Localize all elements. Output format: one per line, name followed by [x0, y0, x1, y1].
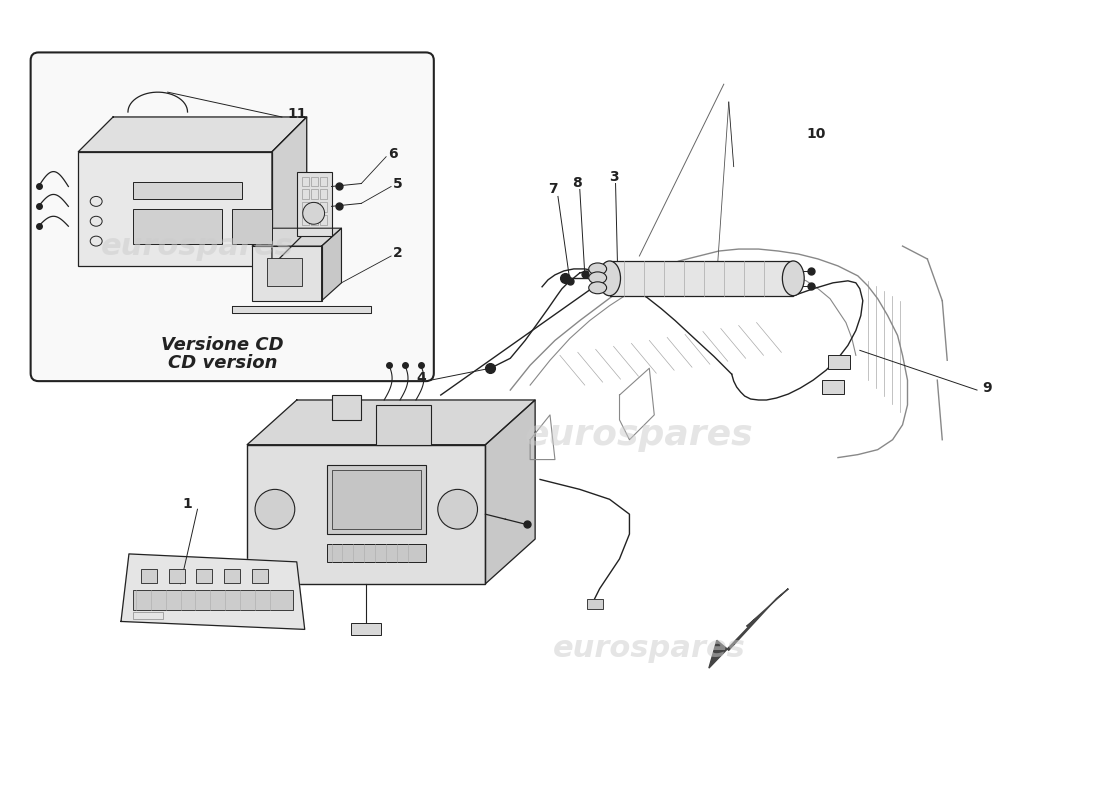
Bar — [376, 405, 431, 445]
Bar — [331, 395, 361, 420]
Bar — [609, 261, 793, 296]
Ellipse shape — [588, 272, 606, 284]
Polygon shape — [248, 400, 535, 445]
Polygon shape — [485, 400, 535, 584]
Bar — [224, 569, 240, 582]
Ellipse shape — [782, 261, 804, 296]
Bar — [320, 202, 327, 212]
Bar — [133, 210, 222, 244]
Text: 4: 4 — [416, 371, 426, 385]
Text: 11: 11 — [287, 107, 307, 121]
Text: 9: 9 — [982, 381, 992, 395]
Bar — [248, 445, 485, 584]
Polygon shape — [78, 117, 307, 152]
Text: 7: 7 — [548, 182, 558, 197]
Text: 6: 6 — [388, 146, 398, 161]
Bar — [301, 190, 309, 199]
Ellipse shape — [588, 282, 606, 294]
Bar — [327, 465, 426, 534]
Polygon shape — [121, 554, 305, 630]
Bar — [586, 598, 603, 609]
Bar — [168, 569, 185, 582]
Polygon shape — [232, 306, 372, 313]
Bar — [320, 215, 327, 226]
Text: Versione CD: Versione CD — [161, 336, 284, 354]
Bar — [351, 623, 382, 635]
Bar — [252, 246, 321, 301]
Bar — [78, 152, 272, 266]
Bar — [301, 202, 309, 212]
Bar — [232, 210, 272, 244]
Text: CD version: CD version — [167, 354, 277, 372]
Text: eurospares: eurospares — [553, 634, 746, 662]
Bar — [310, 177, 318, 186]
Polygon shape — [321, 228, 341, 301]
Text: eurospares: eurospares — [101, 231, 294, 261]
Bar — [267, 258, 301, 286]
Bar — [197, 569, 212, 582]
Text: 3: 3 — [608, 170, 618, 183]
Bar — [133, 611, 163, 619]
Bar — [297, 171, 331, 236]
Polygon shape — [252, 228, 341, 246]
Bar — [133, 590, 293, 610]
Ellipse shape — [598, 261, 620, 296]
Text: 1: 1 — [183, 498, 192, 511]
Bar — [320, 177, 327, 186]
Bar — [133, 182, 242, 199]
Text: eurospares: eurospares — [525, 418, 754, 452]
Polygon shape — [708, 589, 789, 668]
Bar — [310, 202, 318, 212]
Ellipse shape — [255, 490, 295, 529]
Bar — [310, 190, 318, 199]
Ellipse shape — [588, 263, 606, 275]
Ellipse shape — [302, 202, 324, 224]
Bar — [331, 470, 421, 529]
Bar — [252, 569, 268, 582]
Text: 2: 2 — [393, 246, 403, 260]
Text: 10: 10 — [806, 127, 826, 141]
FancyBboxPatch shape — [31, 53, 433, 381]
Polygon shape — [272, 117, 307, 266]
Bar — [310, 215, 318, 226]
Bar — [301, 177, 309, 186]
Bar — [141, 569, 157, 582]
Bar — [828, 355, 850, 370]
Bar — [822, 380, 844, 394]
Bar — [327, 544, 426, 562]
Text: 8: 8 — [572, 175, 582, 190]
Bar — [301, 215, 309, 226]
Text: 5: 5 — [393, 177, 403, 190]
Bar — [320, 190, 327, 199]
Ellipse shape — [438, 490, 477, 529]
